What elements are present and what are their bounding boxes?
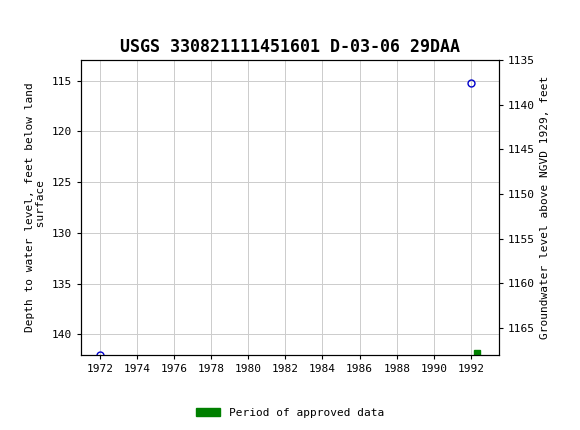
Text: USGS: USGS (61, 14, 116, 31)
Legend: Period of approved data: Period of approved data (191, 403, 389, 422)
Y-axis label: Depth to water level, feet below land
 surface: Depth to water level, feet below land su… (25, 83, 46, 332)
Y-axis label: Groundwater level above NGVD 1929, feet: Groundwater level above NGVD 1929, feet (541, 76, 550, 339)
Title: USGS 330821111451601 D-03-06 29DAA: USGS 330821111451601 D-03-06 29DAA (120, 38, 460, 56)
